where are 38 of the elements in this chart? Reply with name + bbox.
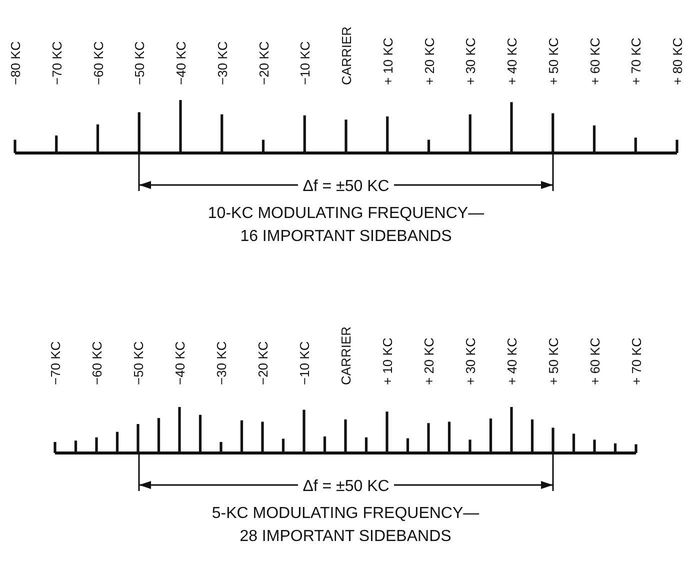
x-tick-label: + 50 KC <box>546 38 561 85</box>
x-tick-label: + 10 KC <box>380 338 395 385</box>
text: Δf = ±50 KC <box>302 478 390 495</box>
x-tick-label: −50 KC <box>131 341 146 385</box>
x-tick-label: −40 KC <box>174 41 188 85</box>
x-tick-label: + 10 KC <box>380 38 396 85</box>
x-tick-label: + 20 KC <box>422 38 437 85</box>
x-tick-label: + 40 KC <box>504 38 520 85</box>
x-tick-label: −10 KC <box>297 341 312 385</box>
x-tick-label: −20 KC <box>256 341 270 385</box>
text: Δf = ±50 KC <box>302 178 390 195</box>
x-tick-label: −30 KC <box>214 341 229 385</box>
x-tick-label: + 70 KC <box>629 338 644 385</box>
x-tick-label: + 30 KC <box>463 38 478 85</box>
x-tick-label: + 40 KC <box>504 338 520 385</box>
x-tick-label: −50 KC <box>132 41 148 85</box>
text: 28 IMPORTANT SIDEBANDS <box>240 528 452 545</box>
x-tick-label: CARRIER <box>339 26 354 85</box>
x-tick-label: + 30 KC <box>463 338 478 385</box>
x-tick-label: + 50 KC <box>546 338 561 385</box>
x-tick-label: −20 KC <box>256 41 272 85</box>
x-tick-label: + 60 KC <box>587 38 602 85</box>
x-tick-label: −40 KC <box>172 341 188 385</box>
text: 10-KC MODULATING FREQUENCY— <box>208 205 484 222</box>
x-tick-label: −80 KC <box>8 41 23 85</box>
x-tick-label: CARRIER <box>338 326 354 385</box>
x-tick-label: + 60 KC <box>588 338 602 385</box>
text: 5-KC MODULATING FREQUENCY— <box>212 505 480 522</box>
x-tick-label: −70 KC <box>48 341 63 385</box>
x-tick-label: −30 KC <box>214 41 230 85</box>
x-tick-label: −60 KC <box>90 341 104 385</box>
x-tick-label: + 70 KC <box>628 38 644 85</box>
x-tick-label: −70 KC <box>49 41 64 85</box>
x-tick-label: −60 KC <box>90 41 106 85</box>
x-tick-label: −10 KC <box>298 41 313 85</box>
x-tick-label: + 20 KC <box>422 338 436 385</box>
text: 16 IMPORTANT SIDEBANDS <box>240 228 452 245</box>
x-tick-label: + 80 KC <box>670 38 685 85</box>
